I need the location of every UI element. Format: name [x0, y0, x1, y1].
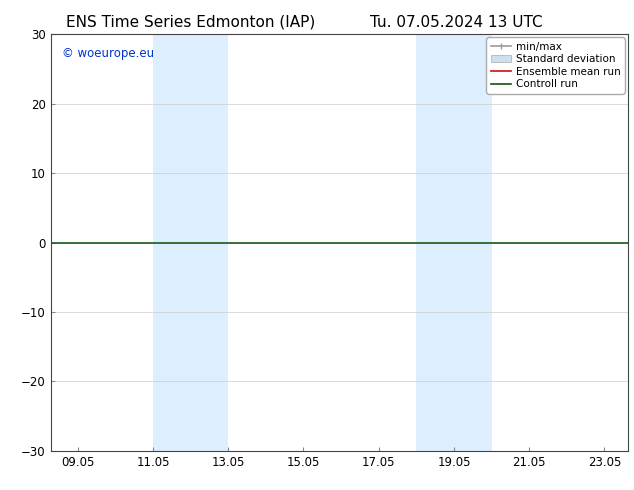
Text: ENS Time Series Edmonton (IAP): ENS Time Series Edmonton (IAP) — [65, 15, 315, 30]
Legend: min/max, Standard deviation, Ensemble mean run, Controll run: min/max, Standard deviation, Ensemble me… — [486, 37, 624, 94]
Text: © woeurope.eu: © woeurope.eu — [62, 47, 155, 60]
Text: Tu. 07.05.2024 13 UTC: Tu. 07.05.2024 13 UTC — [370, 15, 543, 30]
Bar — [153, 34, 228, 451]
Bar — [417, 34, 491, 451]
